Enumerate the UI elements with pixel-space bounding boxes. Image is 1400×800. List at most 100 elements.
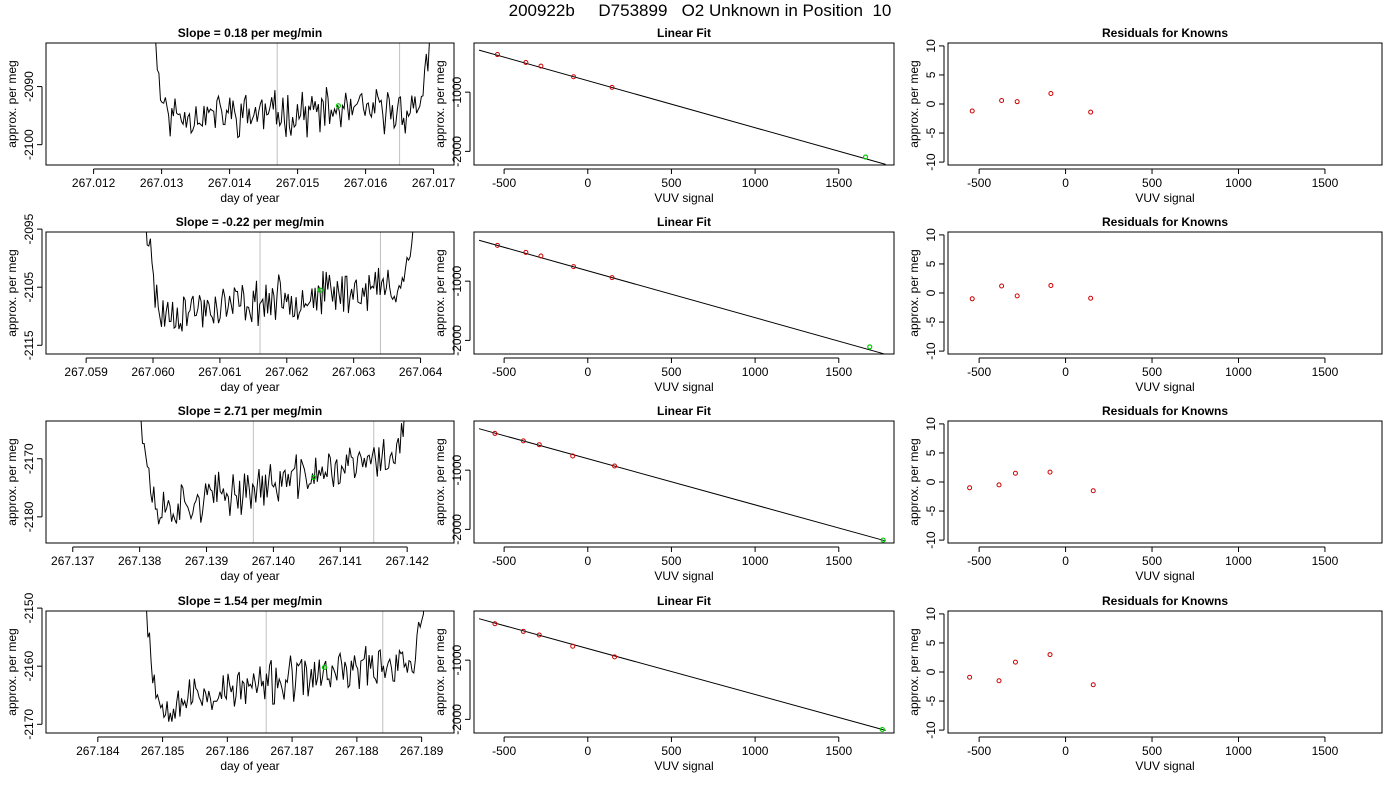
known-point	[609, 275, 615, 281]
panel-title: Residuals for Knowns	[1102, 26, 1228, 40]
known-point	[492, 430, 498, 436]
known-point	[571, 264, 577, 270]
y-tick-label: -1000	[450, 76, 464, 107]
y-tick-label: -2180	[22, 501, 36, 532]
signal-trace	[140, 421, 405, 525]
figure-title: 200922b D753899 O2 Unknown in Position 1…	[508, 1, 892, 20]
x-tick-label: 1500	[1312, 176, 1339, 190]
x-axis-label: VUV signal	[1135, 380, 1194, 394]
x-axis-label: day of year	[220, 759, 279, 773]
y-tick-label: -2170	[22, 709, 36, 740]
plot-area	[478, 618, 886, 733]
known-point	[523, 60, 529, 66]
x-tick-label: 267.140	[252, 554, 296, 568]
x-tick-label: 0	[584, 365, 591, 379]
known-point	[492, 621, 498, 627]
y-axis-label: approx. per meg	[907, 628, 921, 715]
x-tick-label: 267.189	[400, 744, 444, 758]
y-tick-label: -10	[924, 342, 938, 360]
x-tick-label: -500	[492, 744, 516, 758]
residual-point	[967, 674, 973, 680]
x-axis-label: VUV signal	[654, 569, 713, 583]
x-tick-label: 0	[1062, 744, 1069, 758]
y-tick-label: -10	[924, 721, 938, 739]
unknown-point	[879, 726, 885, 733]
residual-point	[1014, 293, 1020, 299]
y-tick-label: -2170	[22, 443, 36, 474]
y-tick-label: 0	[924, 478, 938, 485]
x-tick-label: 500	[1142, 365, 1162, 379]
x-tick-label: 1000	[1225, 365, 1252, 379]
plot-area	[145, 232, 414, 354]
x-tick-label: -500	[492, 176, 516, 190]
residual-point	[1012, 470, 1018, 476]
known-point	[523, 249, 529, 255]
signal-trace	[145, 232, 414, 332]
residual-point	[1088, 109, 1094, 115]
residual-point	[1012, 659, 1018, 665]
fit-line	[478, 49, 886, 165]
y-tick-label: -2000	[450, 514, 464, 545]
residual-point	[1088, 295, 1094, 301]
panel-title: Linear Fit	[657, 594, 711, 608]
x-axis-label: day of year	[220, 380, 279, 394]
y-tick-label: -1000	[450, 644, 464, 675]
panel-4-1: Slope = 1.54 per meg/min 267.184 267.185 26…	[5, 592, 455, 773]
x-tick-label: 500	[661, 554, 681, 568]
x-tick-label: 1000	[742, 744, 769, 758]
x-tick-label: 267.013	[140, 176, 184, 190]
plot-frame	[947, 42, 1383, 166]
x-tick-label: 267.061	[198, 365, 242, 379]
x-tick-label: 1000	[742, 176, 769, 190]
panel-title: Linear Fit	[657, 26, 711, 40]
x-tick-label: -500	[967, 744, 991, 758]
x-tick-label: 267.059	[64, 365, 108, 379]
y-tick-label: -2100	[22, 129, 36, 160]
y-tick-label: -2000	[450, 325, 464, 356]
known-point	[494, 242, 500, 248]
plot-area	[969, 91, 1094, 115]
x-tick-label: 267.142	[385, 554, 429, 568]
y-axis-label: approx. per meg	[433, 60, 447, 147]
plot-area	[478, 428, 886, 543]
x-tick-label: 0	[1062, 554, 1069, 568]
x-tick-label: 0	[584, 744, 591, 758]
y-tick-label: -10	[924, 531, 938, 549]
x-tick-label: 267.184	[76, 744, 120, 758]
y-axis-label: approx. per meg	[907, 438, 921, 525]
y-tick-label: -5	[924, 127, 938, 138]
x-tick-label: 267.014	[208, 176, 252, 190]
unknown-point	[310, 474, 317, 480]
fit-line	[478, 618, 886, 731]
known-point	[536, 632, 542, 638]
y-tick-label: 5	[924, 449, 938, 456]
y-tick-label: 10	[924, 417, 938, 431]
x-tick-label: 0	[584, 176, 591, 190]
signal-trace	[146, 611, 425, 722]
x-tick-label: -500	[967, 176, 991, 190]
y-tick-label: -5	[924, 316, 938, 327]
x-axis-label: VUV signal	[654, 380, 713, 394]
plot-frame	[473, 231, 895, 355]
x-tick-label: 1000	[742, 365, 769, 379]
x-tick-label: 267.017	[412, 176, 456, 190]
x-tick-label: -500	[492, 365, 516, 379]
x-tick-label: 500	[661, 744, 681, 758]
plot-frame	[45, 610, 455, 734]
residual-point	[999, 98, 1005, 104]
residual-point	[999, 283, 1005, 289]
x-axis-label: VUV signal	[1135, 759, 1194, 773]
x-tick-label: 267.141	[319, 554, 363, 568]
y-tick-label: -2000	[450, 704, 464, 735]
x-axis-label: VUV signal	[1135, 569, 1194, 583]
signal-trace	[155, 43, 430, 139]
y-tick-label: 0	[924, 289, 938, 296]
x-tick-label: 1500	[1312, 744, 1339, 758]
x-tick-label: 267.137	[51, 554, 95, 568]
x-tick-label: 1500	[825, 365, 852, 379]
panel-title: Linear Fit	[657, 215, 711, 229]
x-tick-label: 267.062	[265, 365, 309, 379]
x-tick-label: 267.187	[270, 744, 314, 758]
known-point	[538, 63, 544, 69]
y-tick-label: 0	[924, 100, 938, 107]
